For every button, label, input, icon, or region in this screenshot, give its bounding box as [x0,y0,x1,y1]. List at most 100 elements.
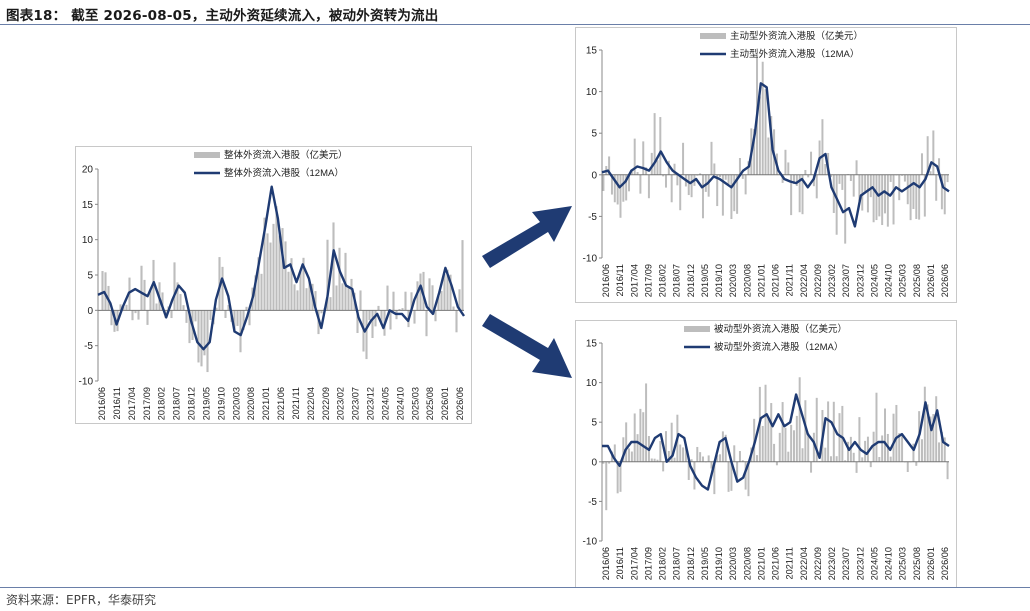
active-bar [781,174,784,183]
passive-bar [696,446,699,462]
passive-xtick-label: 2024/05 [869,547,879,580]
page-title: 图表18： 截至 2026-08-05，主动外资延续流入，被动外资转为流出 [6,8,439,24]
passive-bar [673,457,676,462]
passive-bar [824,447,827,462]
passive-bar [608,461,611,464]
passive-bar [841,405,844,462]
passive-bar [659,440,662,462]
passive-bar [662,461,665,472]
passive-bar [792,430,795,462]
active-bar [815,174,818,199]
passive-xtick-label: 2021/06 [771,547,781,580]
passive-bar [756,455,759,462]
active-bar [630,171,633,175]
total-bar [446,269,449,311]
active-bar [642,141,645,175]
passive-xtick-label: 2023/02 [827,547,837,580]
title-rule [0,24,1030,25]
chart-total: -10 -5 0 5 10 15 20 2016/06 2016/11 2017/04 2017/0… [79,149,465,420]
total-bar [380,310,383,325]
total-bar [104,272,107,311]
passive-bar [926,404,929,462]
active-bar [647,174,650,199]
passive-xtick-label: 2026/01 [926,547,936,580]
total-bar [401,308,404,311]
total-bar [458,289,461,311]
active-bar [758,96,761,175]
active-bar [889,174,892,182]
total-bar [455,310,458,333]
total-xtick-label: 2025/08 [425,387,435,420]
active-xtick-label: 2019/05 [700,264,710,297]
total-bar [137,310,140,320]
passive-bar [741,460,744,462]
passive-bar [906,461,909,472]
passive-bar [932,414,935,462]
active-xtick-label: 2022/09 [813,264,823,297]
total-xtick-label: 2016/11 [112,387,122,420]
passive-xtick-label: 2023/07 [841,547,851,580]
total-xtick-label: 2023/12 [366,387,376,420]
active-bar [679,174,682,211]
total-bar [161,292,164,311]
passive-bar [889,456,892,462]
passive-bar [835,456,838,462]
active-legend-bar-label: 主动型外资流入港股（亿美元） [730,30,863,42]
passive-bar [872,431,875,462]
total-bar [356,310,359,334]
total-bar [404,291,407,311]
total-bar [461,240,464,311]
total-bar [419,273,422,311]
passive-ytick-label: 15 [586,339,598,350]
total-bar [155,303,158,311]
passive-bar [679,444,682,462]
active-bar [716,174,719,207]
total-bar [245,306,248,311]
total-bar [188,310,191,344]
passive-xtick-label: 2023/12 [855,547,865,580]
passive-bar [639,408,642,462]
total-xtick-label: 2019/05 [201,387,211,420]
passive-bar [682,447,685,462]
active-bar [943,174,946,215]
passive-xtick-label: 2017/09 [643,547,653,580]
active-bar [650,152,653,175]
total-ma-line [97,185,465,351]
passive-ytick-label: 0 [591,457,597,468]
total-bar [287,271,290,311]
active-bar [682,142,685,175]
active-bar [940,174,943,210]
passive-bar [767,418,770,462]
total-bar [449,274,452,311]
active-bar [653,113,656,175]
active-bar [767,137,770,175]
total-bar [185,310,188,323]
active-bar [633,138,636,175]
total-bar [170,310,173,319]
passive-bar [710,461,713,469]
passive-bar [687,461,690,480]
total-xtick-label: 2026/01 [440,387,450,420]
active-bar [855,160,858,175]
passive-legend-bar-label: 被动型外资流入港股（亿美元） [714,323,847,335]
total-bar [236,310,239,326]
total-xtick-label: 2024/05 [380,387,390,420]
passive-bar [630,451,633,462]
passive-xtick-label: 2021/01 [756,547,766,580]
active-bars [602,54,949,244]
passive-xtick-label: 2016/06 [601,547,611,580]
active-bar [764,89,767,175]
passive-bar [650,458,653,462]
passive-bar [642,412,645,462]
passive-bar [935,396,938,462]
active-bar [761,61,764,175]
active-xtick-label: 2021/01 [756,264,766,297]
total-ytick-label: 0 [87,306,93,317]
passive-bar [881,435,884,462]
passive-xtick-label: 2021/11 [785,547,795,580]
total-ytick-label: -10 [79,377,94,388]
passive-bar [736,461,739,480]
passive-bar [829,456,832,462]
total-legend-bar-label: 整体外资流入港股（亿美元） [224,149,348,161]
passive-bar [866,436,869,462]
